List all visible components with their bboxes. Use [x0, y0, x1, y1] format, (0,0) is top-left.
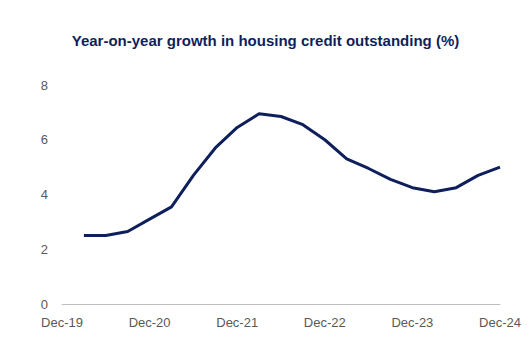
- svg-text:Year-on-year growth in housing: Year-on-year growth in housing credit ou…: [72, 32, 460, 49]
- svg-text:Dec-19: Dec-19: [41, 315, 83, 330]
- svg-text:Dec-20: Dec-20: [129, 315, 171, 330]
- svg-text:Dec-21: Dec-21: [216, 315, 258, 330]
- svg-text:Dec-22: Dec-22: [304, 315, 346, 330]
- svg-text:Dec-23: Dec-23: [391, 315, 433, 330]
- svg-text:2: 2: [41, 242, 48, 257]
- svg-text:Dec-24: Dec-24: [479, 315, 521, 330]
- svg-text:6: 6: [41, 132, 48, 147]
- svg-text:8: 8: [41, 78, 48, 93]
- svg-text:4: 4: [41, 187, 48, 202]
- svg-text:0: 0: [41, 297, 48, 312]
